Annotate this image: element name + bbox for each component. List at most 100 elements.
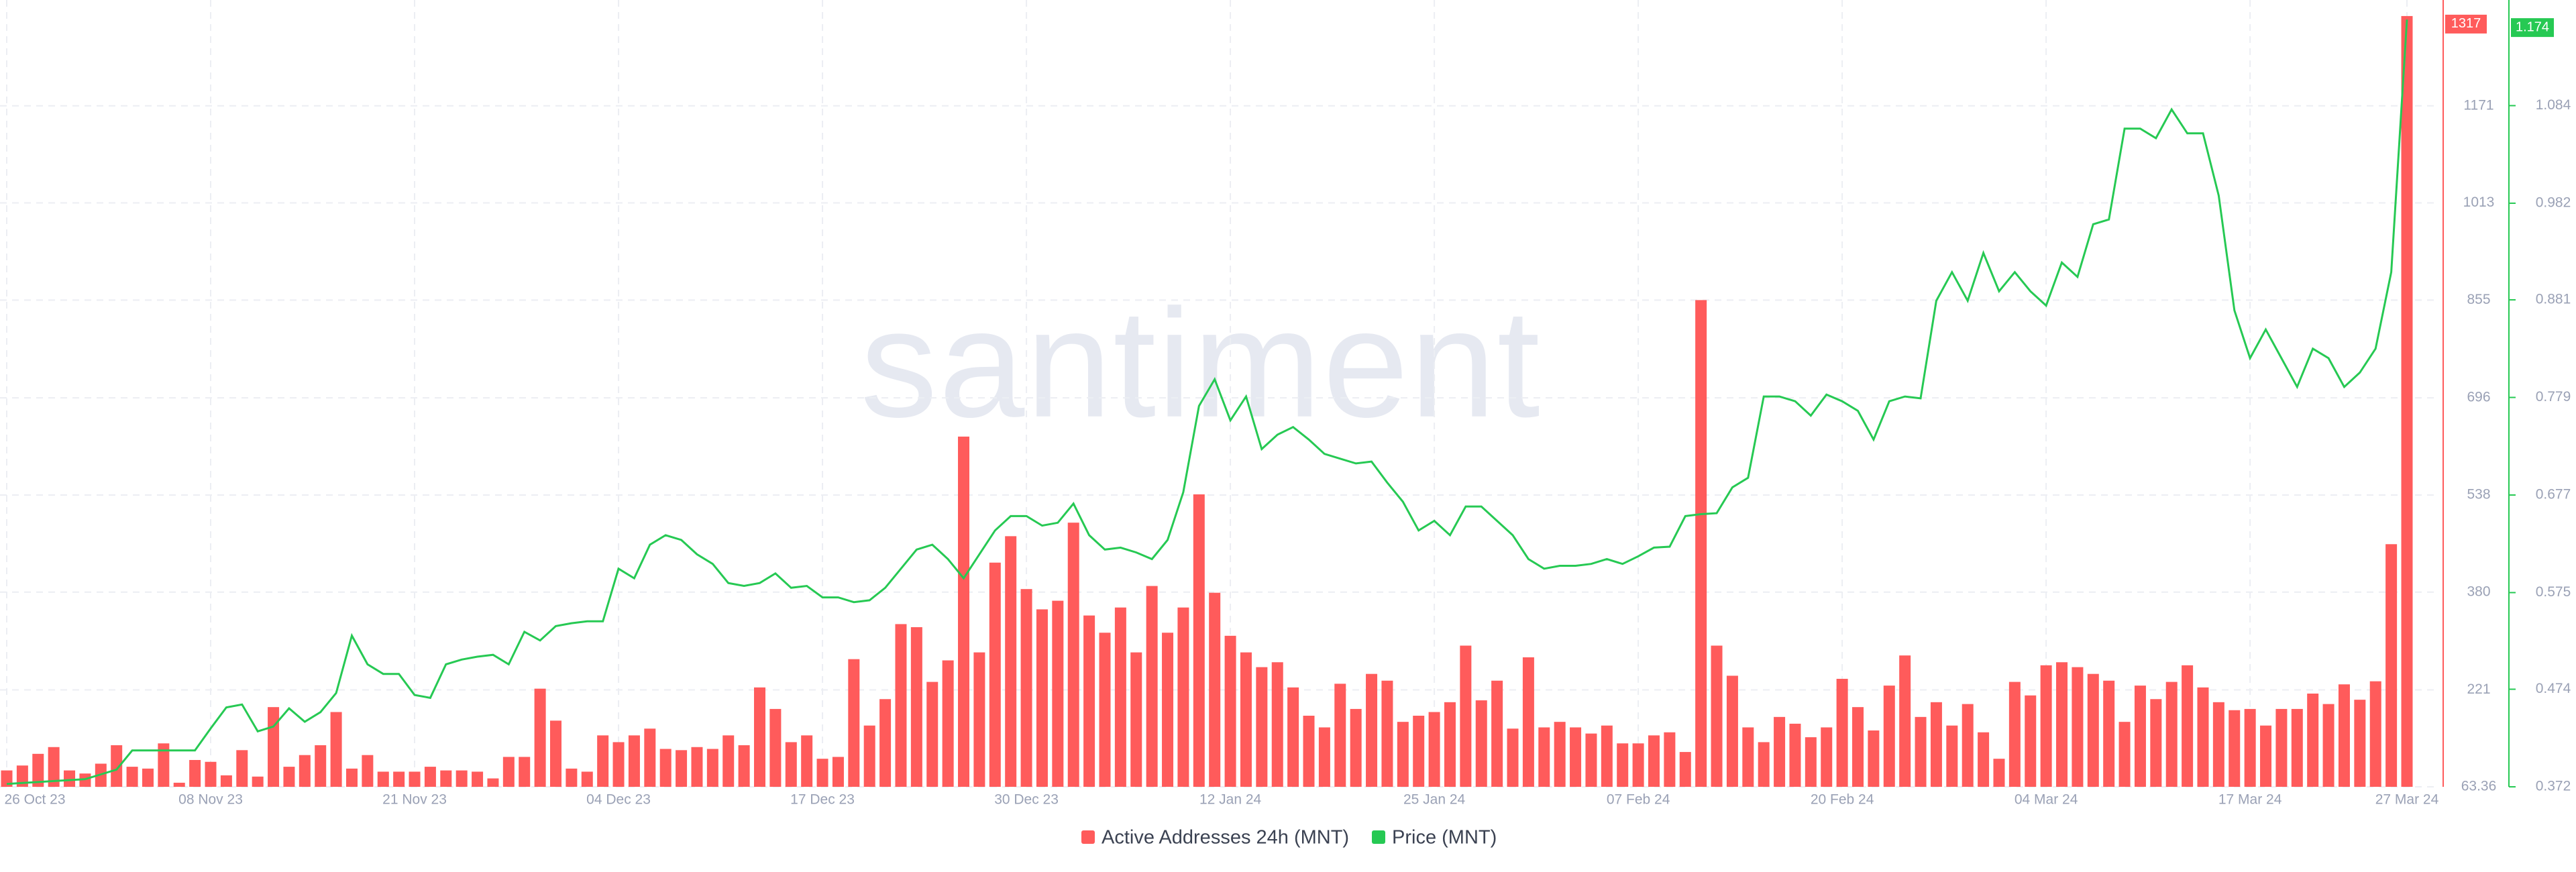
- bar: [785, 742, 797, 787]
- y2-tick-label: 1.084: [2536, 97, 2571, 113]
- bar: [1585, 733, 1597, 787]
- bar: [1350, 708, 1362, 787]
- bar: [1224, 635, 1236, 787]
- bar: [142, 768, 154, 787]
- bar: [2385, 544, 2398, 787]
- bar: [1413, 716, 1425, 787]
- bar: [1177, 607, 1189, 787]
- bar: [1099, 633, 1111, 787]
- bar: [440, 770, 452, 787]
- bar: [1130, 652, 1142, 787]
- x-tick-label: 04 Dec 23: [586, 792, 651, 808]
- y-tick-label: 221: [2467, 682, 2490, 697]
- bar: [1648, 735, 1660, 787]
- bar: [1899, 655, 1911, 787]
- bar: [1664, 732, 1676, 787]
- bar: [659, 749, 672, 787]
- x-tick-label: 20 Feb 24: [1811, 792, 1874, 808]
- bar: [2056, 662, 2068, 787]
- bar: [1632, 743, 1644, 787]
- bar: [1726, 675, 1738, 787]
- bar: [1570, 727, 1582, 787]
- bar: [2008, 682, 2021, 787]
- legend-swatch: [1081, 830, 1095, 844]
- y-tick-label: 855: [2467, 292, 2490, 307]
- bar: [549, 720, 561, 787]
- value-badge-label: 1.174: [2516, 19, 2549, 34]
- bar: [1522, 657, 1534, 787]
- bar: [1695, 300, 1707, 787]
- bar: [676, 750, 688, 787]
- bar: [1774, 716, 1786, 787]
- bar: [299, 755, 311, 787]
- y-tick-label: 1013: [2463, 195, 2495, 210]
- bar: [1083, 615, 1095, 787]
- y-tick-label: 380: [2467, 584, 2490, 599]
- y2-tick-label: 0.779: [2536, 389, 2571, 404]
- y2-tick-label: 0.575: [2536, 584, 2571, 600]
- bar: [612, 742, 625, 787]
- bar: [502, 757, 515, 787]
- bar: [1679, 752, 1691, 787]
- x-tick-label: 04 Mar 24: [2015, 792, 2078, 808]
- y-tick-label: 1171: [2463, 97, 2493, 113]
- bar: [1507, 728, 1519, 787]
- bar: [2244, 708, 2256, 787]
- bar: [2134, 686, 2146, 787]
- bar: [1303, 716, 1315, 787]
- bar: [1114, 607, 1126, 787]
- bar: [2197, 687, 2209, 787]
- bar: [1020, 589, 1032, 787]
- bar: [691, 747, 703, 787]
- legend-swatch: [1372, 830, 1385, 844]
- bar: [1, 770, 13, 787]
- bar: [205, 761, 217, 787]
- bar: [628, 735, 640, 787]
- bar: [848, 659, 860, 787]
- bar: [706, 749, 718, 787]
- bar: [2354, 700, 2366, 787]
- bar: [1318, 727, 1330, 787]
- bar: [2307, 694, 2319, 787]
- bar: [863, 725, 875, 787]
- bar: [362, 755, 374, 787]
- x-tick-label: 08 Nov 23: [178, 792, 243, 808]
- y2-tick-label: 0.677: [2536, 487, 2571, 502]
- bar: [1162, 633, 1174, 787]
- bar: [1256, 667, 1268, 787]
- bar: [111, 745, 123, 787]
- bar: [942, 660, 954, 787]
- x-tick-label: 27 Mar 24: [2375, 792, 2439, 808]
- y-tick-label: 538: [2467, 486, 2490, 502]
- bar: [1554, 722, 1566, 787]
- bar: [1146, 586, 1158, 787]
- bar: [1993, 759, 2005, 787]
- bar: [2229, 710, 2241, 787]
- bar: [315, 745, 327, 787]
- bar: [2025, 695, 2037, 787]
- bar: [832, 757, 844, 787]
- bar: [48, 747, 60, 787]
- bar: [1946, 725, 1958, 787]
- value-badge-label: 1317: [2451, 16, 2481, 31]
- bar: [1444, 702, 1456, 787]
- bar: [455, 770, 468, 787]
- bar: [1915, 716, 1927, 787]
- bar: [2103, 680, 2115, 787]
- y2-tick-label: 0.372: [2536, 779, 2571, 794]
- legend-label: Active Addresses 24h (MNT): [1102, 827, 1349, 849]
- bar: [2260, 725, 2272, 787]
- x-tick-label: 21 Nov 23: [382, 792, 447, 808]
- bar: [1193, 494, 1205, 787]
- bar: [126, 767, 138, 787]
- x-tick-label: 17 Dec 23: [790, 792, 855, 808]
- bar: [1209, 592, 1221, 787]
- bar: [1334, 684, 1346, 787]
- bar: [2118, 722, 2131, 787]
- legend-label: Price (MNT): [1392, 827, 1497, 849]
- bar: [1805, 737, 1817, 787]
- bar: [566, 768, 578, 787]
- bar: [597, 735, 609, 787]
- bar: [32, 753, 44, 787]
- bar: [1711, 645, 1723, 787]
